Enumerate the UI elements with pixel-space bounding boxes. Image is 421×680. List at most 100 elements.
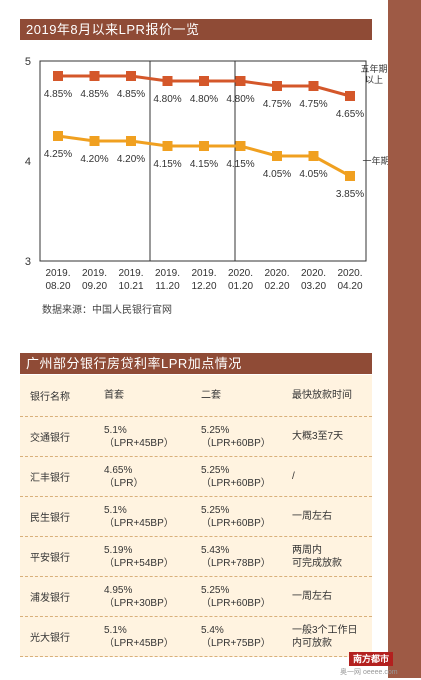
cell-second: 5.25% （LPR+60BP） — [201, 424, 292, 450]
table-row: 交通银行 5.1% （LPR+45BP） 5.25% （LPR+60BP） 大概3至7天 — [20, 417, 372, 457]
cell-second-line: （LPR+60BP） — [201, 517, 271, 529]
point-0-0 — [53, 71, 63, 81]
cell-second-line: （LPR+60BP） — [201, 477, 271, 489]
x-tick-label-2-date: 10.21 — [118, 281, 143, 292]
table-row: 民生银行 5.1% （LPR+45BP） 5.25% （LPR+60BP） 一周左右 — [20, 497, 372, 537]
cell-second-line: （LPR+60BP） — [201, 597, 271, 609]
cell-second-line: 5.25% — [201, 504, 230, 516]
x-tick-label-1-year: 2019. — [82, 268, 107, 279]
cell-bank: 汇丰银行 — [20, 469, 104, 484]
cell-time-line: / — [292, 471, 295, 482]
cell-first-line: 4.65% — [104, 464, 133, 476]
data-label-0-4: 4.80% — [190, 94, 218, 105]
cell-first: 5.19% （LPR+54BP） — [104, 544, 201, 570]
cell-second-line: 5.4% — [201, 624, 224, 636]
cell-time-line: 一周左右 — [292, 591, 332, 602]
data-label-0-7: 4.75% — [299, 99, 327, 110]
point-1-3 — [162, 141, 173, 151]
y-tick-label-2: 3 — [25, 256, 31, 268]
data-label-0-2: 4.85% — [117, 89, 145, 100]
chart-title: 2019年8月以来LPR报价一览 — [20, 19, 372, 40]
data-label-1-4: 4.15% — [190, 159, 218, 170]
point-1-0 — [53, 131, 63, 141]
table-row: 光大银行 5.1% （LPR+45BP） 5.4% （LPR+75BP） 一般3个工作日内… — [20, 617, 372, 657]
cell-second-line: （LPR+60BP） — [201, 437, 271, 449]
table-body: 交通银行 5.1% （LPR+45BP） 5.25% （LPR+60BP） 大概3至7天汇… — [20, 417, 372, 657]
cell-bank: 浦发银行 — [20, 589, 104, 604]
data-label-1-7: 4.05% — [299, 169, 327, 180]
x-tick-label-0-year: 2019. — [45, 268, 70, 279]
cell-second-line: （LPR+78BP） — [201, 557, 271, 569]
cell-first-line: （LPR+45BP） — [104, 437, 174, 449]
point-0-2 — [126, 71, 136, 81]
header-second: 二套 — [201, 390, 221, 401]
cell-first-line: 5.1% — [104, 504, 127, 516]
plot-frame — [39, 60, 367, 262]
x-tick-label-4-year: 2019. — [191, 268, 216, 279]
point-0-8 — [345, 91, 355, 101]
data-label-0-6: 4.75% — [263, 99, 291, 110]
cell-second: 5.43% （LPR+78BP） — [201, 544, 292, 570]
cell-time-line: 两周内 — [292, 544, 322, 556]
right-decor-strip — [388, 0, 421, 678]
header-first: 首套 — [104, 390, 124, 401]
cell-first-line: 5.1% — [104, 424, 127, 436]
x-tick-label-5-date: 01.20 — [228, 281, 253, 292]
cell-first: 4.95% （LPR+30BP） — [104, 584, 201, 610]
cell-first-line: 4.95% — [104, 584, 133, 596]
cell-bank: 交通银行 — [20, 429, 104, 444]
point-1-8 — [345, 171, 355, 181]
x-tick-label-8-year: 2020. — [337, 268, 362, 279]
cell-second: 5.4% （LPR+75BP） — [201, 624, 292, 650]
cell-second: 5.25% （LPR+60BP） — [201, 584, 292, 610]
x-tick-label-3-date: 11.20 — [155, 281, 180, 292]
x-tick-label-6-year: 2020. — [264, 268, 289, 279]
table-header-row: 银行名称 首套 二套 最快放款时间 — [20, 375, 372, 417]
cell-first-line: 5.1% — [104, 624, 127, 636]
point-1-2 — [126, 136, 136, 146]
logo-subtitle: 奥一网 oeeee.com — [340, 669, 398, 676]
point-1-1 — [89, 136, 100, 146]
cell-time: / — [292, 470, 372, 483]
cell-bank-line: 光大银行 — [30, 633, 70, 644]
table-row: 汇丰银行 4.65% （LPR） 5.25% （LPR+60BP） / — [20, 457, 372, 497]
cell-time: 两周内 可完成放款 — [292, 544, 372, 570]
data-label-1-6: 4.05% — [263, 169, 291, 180]
x-tick-label-4-date: 12.20 — [191, 281, 216, 292]
x-tick-label-0-date: 08.20 — [45, 281, 70, 292]
y-tick-label-0: 5 — [25, 56, 31, 68]
cell-first-line: （LPR） — [104, 477, 144, 489]
header-bank: 银行名称 — [30, 392, 70, 403]
data-label-0-1: 4.85% — [80, 89, 108, 100]
x-tick-label-8-date: 04.20 — [337, 281, 362, 292]
data-label-1-3: 4.15% — [153, 159, 181, 170]
cell-time: 一周左右 — [292, 510, 372, 523]
cell-first: 5.1% （LPR+45BP） — [104, 424, 201, 450]
cell-first: 5.1% （LPR+45BP） — [104, 624, 201, 650]
cell-time: 一周左右 — [292, 590, 372, 603]
data-label-1-0: 4.25% — [44, 149, 72, 160]
cell-first-line: （LPR+45BP） — [104, 637, 174, 649]
point-1-6 — [272, 151, 282, 161]
cell-first-line: 5.19% — [104, 544, 133, 556]
cell-time-line: 一般3个工作日 — [292, 624, 358, 636]
cell-bank: 光大银行 — [20, 629, 104, 644]
cell-first-line: （LPR+54BP） — [104, 557, 174, 569]
cell-first: 5.1% （LPR+45BP） — [104, 504, 201, 530]
data-label-1-1: 4.20% — [80, 154, 108, 165]
data-source-note: 数据来源：中国人民银行官网 — [42, 305, 172, 316]
point-0-4 — [199, 76, 209, 86]
lpr-line-chart: 5 4 3 2019. 08.20 2019. 09.20 2019. 10.21 2019. 11… — [25, 56, 388, 292]
series-label-five-year-1: 五年期 — [360, 63, 387, 74]
cell-bank-line: 平安银行 — [30, 553, 70, 564]
data-label-0-8: 4.65% — [336, 109, 364, 120]
header-time: 最快放款时间 — [292, 390, 352, 401]
x-tick-label-6-date: 02.20 — [264, 281, 289, 292]
cell-time: 大概3至7天 — [292, 430, 372, 443]
x-tick-label-2-year: 2019. — [118, 268, 143, 279]
x-tick-label-3-year: 2019. — [155, 268, 180, 279]
point-1-4 — [199, 141, 209, 151]
x-tick-label-7-date: 03.20 — [301, 281, 326, 292]
cell-first-line: （LPR+45BP） — [104, 517, 174, 529]
x-tick-label-5-year: 2020. — [228, 268, 253, 279]
